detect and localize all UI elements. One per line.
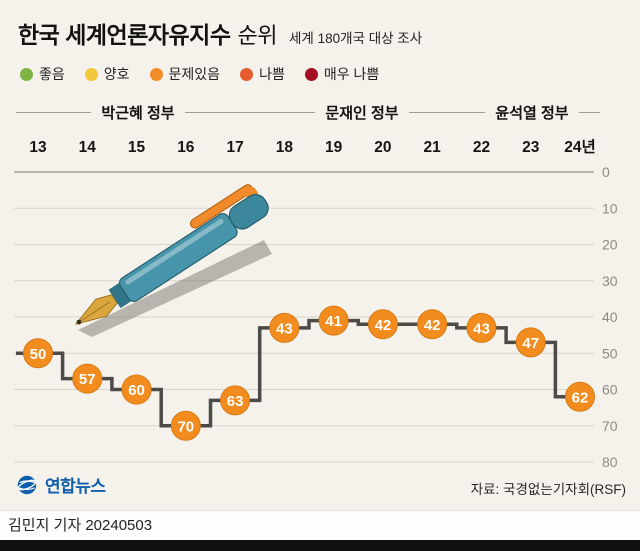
legend-dot-good [20,67,33,81]
page-title-suffix: 순위 [237,23,278,48]
pen-clip [189,184,253,229]
data-point-marker [466,312,497,343]
series-layer: 50 57 60 70 63 43 41 42 42 43 47 62 [16,305,595,441]
y-axis-label: 80 [602,454,618,470]
data-point-marker [170,410,201,441]
legend-label: 나쁨 [259,66,285,82]
data-point-value: 60 [128,382,145,399]
reporter-byline: 김민지 기자 20240503 [8,517,153,534]
government-period-yoon: 윤석열 정부 [464,103,600,122]
x-axis-label: 13 [29,139,47,156]
data-point-value: 41 [325,313,342,330]
y-axis-label: 70 [602,418,618,434]
government-period-moon: 문재인 정부 [260,103,464,122]
pen-nib-slit [80,301,110,322]
legend-item-problematic: 문제있음 [149,64,221,84]
source-credit: 자료: 국경없는기자회(RSF) [470,482,626,497]
government-period-label: 박근혜 정부 [101,104,175,122]
data-point-value: 57 [79,371,96,388]
data-point-marker [417,309,448,340]
legend-label: 좋음 [39,66,65,82]
data-point-marker [515,327,546,358]
legend-dot-problematic [149,67,163,81]
legend-dot-very-bad [304,67,318,81]
x-axis-label: 20 [374,139,391,156]
legend-item-bad: 나쁨 [240,64,285,84]
data-point-value: 43 [276,320,293,337]
data-point-value: 47 [522,335,539,352]
data-point-marker [269,312,300,343]
legend-dot-bad [240,67,254,81]
data-point-marker [367,309,398,340]
data-point-marker [121,374,152,405]
rank-step-line [16,318,584,428]
data-point-value: 42 [375,317,392,334]
y-axis-label: 30 [602,273,618,289]
y-axis-label: 20 [602,237,618,253]
x-axis-label: 18 [276,139,294,156]
infographic-body: 한국 세계언론자유지수 순위 세계 180개국 대상 조사 좋음 양호 문제있음… [0,0,640,510]
data-point-value: 63 [227,393,244,410]
fountain-pen-illustration [74,184,272,337]
x-axis-label: 17 [226,139,243,156]
data-point-value: 70 [177,418,194,435]
pen-grip [108,283,131,309]
pen-cap-end [228,194,269,230]
x-axis-label: 21 [424,139,442,156]
legend-item-satisfactory: 양호 [84,64,130,84]
x-axis-label: 23 [522,139,540,156]
x-axis-label: 19 [325,139,343,156]
x-axis-label: 22 [473,139,490,156]
legend-label: 양호 [103,66,130,82]
data-point-marker [72,363,103,394]
yonhap-logo: 연합뉴스 [16,472,106,497]
pen-nib-tip [76,319,82,325]
government-period-park: 박근혜 정부 [16,103,260,122]
data-point-marker [220,385,251,416]
legend-item-very-bad: 매우 나쁨 [304,64,380,84]
legend-dot-satisfactory [84,67,98,81]
yonhap-globe-icon [17,475,37,494]
page-title: 한국 세계언론자유지수 [18,22,231,48]
legend-item-good: 좋음 [20,64,65,84]
government-period-label: 문재인 정부 [325,104,399,122]
x-axis-label: 15 [128,139,146,156]
x-axis-label: 16 [177,139,195,156]
pen-highlight [125,218,224,285]
step-line-chart: 50 57 60 70 63 43 41 42 42 43 47 62 0 10 20 30 40 50 60 70… [14,137,618,470]
y-axis-label: 40 [602,309,618,325]
data-point-marker [565,381,595,412]
logo-text: 연합뉴스 [45,477,106,496]
legend-label: 문제있음 [168,66,221,82]
header: 한국 세계언론자유지수 순위 세계 180개국 대상 조사 [18,16,422,50]
y-axis-label: 10 [602,200,618,216]
x-axis-label: 24년 [564,137,596,156]
axis-labels-layer: 0 10 20 30 40 50 60 70 80 13 14 15 16 17 18 19 20 21 22 23 2… [29,137,617,470]
pen-shadow [78,240,272,337]
x-axis-label: 14 [79,139,97,156]
data-point-marker [23,338,53,369]
legend-label: 매우 나쁨 [323,66,380,82]
data-point-value: 43 [473,320,490,337]
data-point-value: 50 [30,346,47,363]
y-axis-label: 0 [602,164,610,180]
byline-strip: 김민지 기자 20240503 [0,510,640,541]
grid-layer [14,171,594,463]
bottom-bar [0,540,640,551]
government-period-label: 윤석열 정부 [495,104,569,122]
data-point-marker [318,305,349,336]
data-point-value: 62 [572,389,589,406]
subtitle: 세계 180개국 대상 조사 [288,31,423,46]
data-point-value: 42 [424,317,441,334]
y-axis-label: 60 [602,382,618,398]
y-axis-label: 50 [602,345,618,361]
legend: 좋음 양호 문제있음 나쁨 매우 나쁨 [20,64,379,84]
